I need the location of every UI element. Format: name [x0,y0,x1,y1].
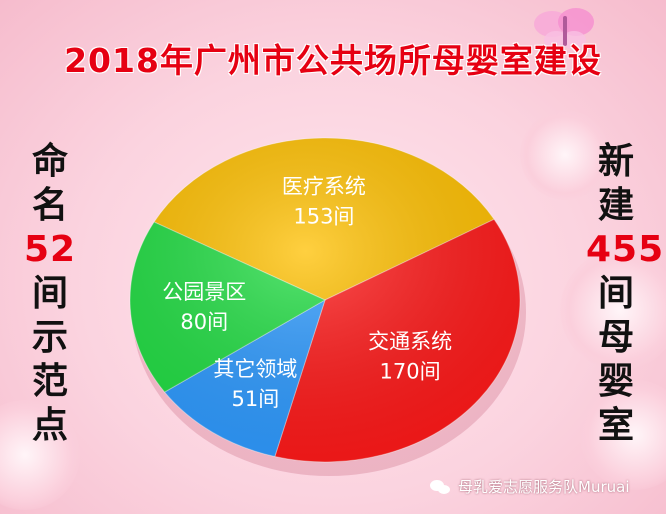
slice-value-label: 170间 [380,359,441,383]
background-blossom [560,250,666,370]
slice-value-label: 51间 [232,387,280,411]
right-char: 母 [597,317,634,358]
left-char: 间 [31,273,68,314]
slice-label: 医疗系统 [282,175,366,199]
left-char: 命 [31,141,68,182]
left-column-text: 命 名 52 间 示 范 点 [20,140,80,448]
page-title: 2018年广州市公共场所母婴室建设 [64,41,602,80]
left-char: 点 [31,405,68,446]
slice-label: 其它领域 [213,357,297,381]
left-number: 52 [23,229,77,270]
right-char: 新 [597,141,634,182]
wechat-icon [430,479,452,495]
left-char: 范 [31,361,68,402]
background-blossom [520,110,610,200]
right-char: 婴 [597,361,634,402]
slice-value-label: 80间 [180,310,228,334]
left-char: 示 [31,317,68,358]
right-column-text: 新 建 455 间 母 婴 室 [586,140,663,448]
butterfly-icon [534,8,594,49]
slice-label: 公园景区 [162,280,246,304]
watermark-text: 母乳爱志愿服务队Muruai [458,478,630,496]
background-blossom [580,380,666,490]
slice-value-label: 153间 [293,205,354,229]
right-char: 间 [597,273,634,314]
left-char: 名 [31,185,68,226]
right-char: 建 [597,185,634,226]
slice-label: 交通系统 [368,329,452,353]
right-char: 室 [597,405,634,446]
watermark: 母乳爱志愿服务队Muruai [430,476,629,497]
